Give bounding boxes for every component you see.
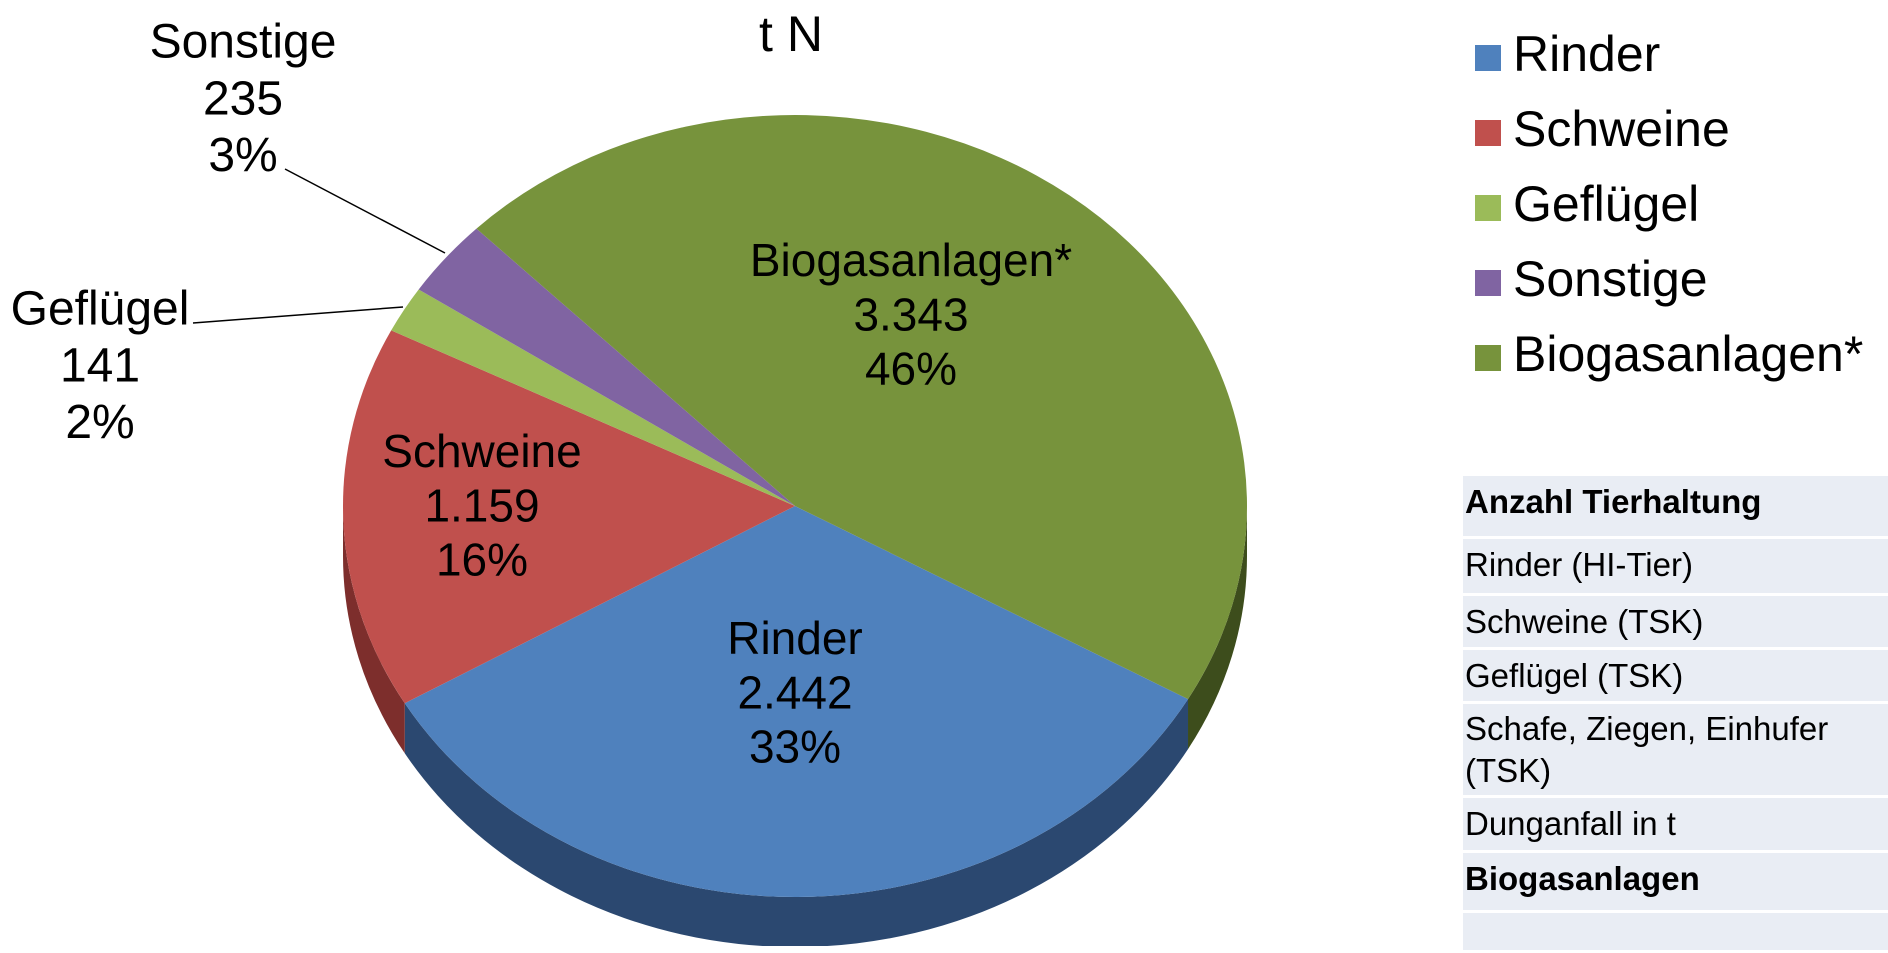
data-label-name: Sonstige	[150, 16, 337, 69]
table-row	[1463, 913, 1888, 953]
data-label-name: Rinder	[727, 612, 863, 664]
legend-swatch	[1475, 345, 1501, 371]
table-header: Anzahl Tierhaltung	[1463, 476, 1888, 539]
leader-line	[192, 306, 404, 324]
table-row: Dunganfall in t	[1463, 798, 1888, 853]
data-label-value: 2.442	[737, 666, 852, 718]
legend-swatch	[1475, 270, 1501, 296]
slice	[391, 289, 795, 506]
data-label-percent: 3%	[208, 129, 277, 182]
data-label-percent: 46%	[865, 343, 957, 395]
legend-label: Schweine	[1513, 101, 1730, 157]
data-label-value: 3.343	[853, 288, 968, 340]
legend-swatch	[1475, 120, 1501, 146]
data-label-percent: 33%	[749, 721, 841, 773]
data-label-name: Geflügel	[11, 283, 190, 336]
table-row: Schafe, Ziegen, Einhufer (TSK)	[1463, 704, 1888, 798]
slice	[476, 115, 1247, 700]
data-label-percent: 16%	[436, 534, 528, 586]
legend-label: Biogasanlagen*	[1513, 326, 1863, 382]
slice	[342, 330, 795, 704]
data-label-percent: 2%	[65, 396, 134, 449]
table-row: Geflügel (TSK)	[1463, 650, 1888, 704]
slice-side	[343, 506, 405, 754]
data-label-name: Biogasanlagen*	[750, 234, 1072, 286]
table-row: Schweine (TSK)	[1463, 596, 1888, 650]
table-row: Biogasanlagen	[1463, 853, 1888, 913]
table: Anzahl Tierhaltung Rinder (HI-Tier) Schw…	[1463, 476, 1888, 953]
slice	[418, 228, 795, 506]
legend-swatch	[1475, 45, 1501, 71]
legend-label: Rinder	[1513, 26, 1660, 82]
data-label-value: 141	[60, 339, 140, 392]
data-label-name: Schweine	[382, 425, 581, 477]
slice-side	[404, 699, 1189, 946]
table-row: Rinder (HI-Tier)	[1463, 539, 1888, 596]
chart-title: t N	[759, 6, 823, 62]
slice-side	[1188, 506, 1247, 750]
slice	[404, 506, 1189, 897]
legend-label: Sonstige	[1513, 251, 1708, 307]
legend-swatch	[1475, 195, 1501, 221]
leader-line	[284, 168, 446, 254]
data-label-value: 1.159	[424, 479, 539, 531]
legend-label: Geflügel	[1513, 176, 1699, 232]
data-label-value: 235	[203, 72, 283, 125]
